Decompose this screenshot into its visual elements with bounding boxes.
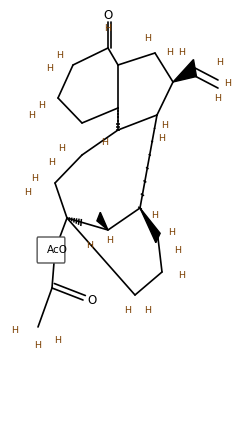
Text: H: H: [47, 64, 54, 73]
Text: H: H: [224, 78, 231, 87]
Text: H: H: [56, 51, 63, 60]
Text: H: H: [167, 47, 173, 56]
Text: H: H: [168, 228, 176, 237]
Text: H: H: [145, 34, 152, 43]
Text: H: H: [161, 121, 168, 129]
Polygon shape: [140, 208, 160, 243]
Text: AcO: AcO: [47, 245, 68, 255]
FancyBboxPatch shape: [37, 237, 65, 263]
Text: H: H: [152, 211, 158, 220]
Text: H: H: [39, 100, 46, 109]
Text: H: H: [28, 111, 35, 120]
Text: H: H: [102, 138, 109, 146]
Text: H: H: [125, 306, 132, 314]
Text: H: H: [175, 246, 181, 254]
Text: H: H: [105, 23, 111, 33]
Text: H: H: [106, 236, 114, 245]
Text: H: H: [145, 306, 152, 314]
Text: H: H: [24, 188, 31, 197]
Text: H: H: [12, 326, 19, 335]
Text: H: H: [48, 158, 55, 167]
Text: O: O: [87, 293, 97, 306]
Text: H: H: [35, 340, 42, 349]
Text: H: H: [59, 143, 66, 152]
Text: H: H: [216, 57, 223, 66]
Polygon shape: [97, 212, 108, 230]
Text: H: H: [158, 134, 165, 142]
Text: H: H: [86, 241, 94, 250]
Text: H: H: [179, 47, 185, 56]
Text: O: O: [103, 9, 113, 22]
Polygon shape: [173, 60, 196, 82]
Text: H: H: [215, 94, 222, 103]
Text: H: H: [55, 336, 62, 345]
Text: H: H: [31, 173, 39, 182]
Text: H: H: [179, 271, 185, 280]
